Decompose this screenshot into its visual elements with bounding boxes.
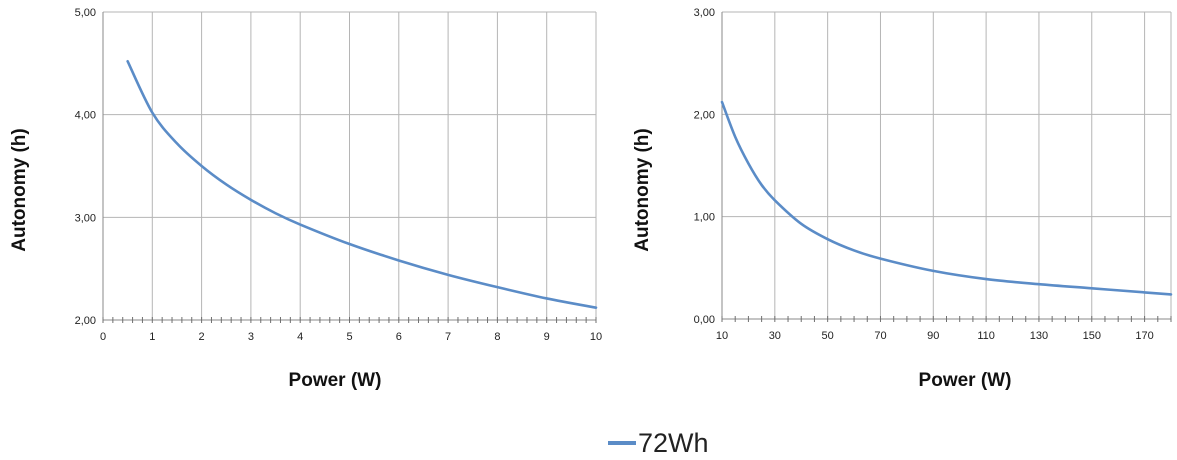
chart-right-series	[720, 100, 1173, 296]
chart-left-y-tick-label: 5,00	[75, 7, 96, 19]
chart-right-x-axis-title: Power (W)	[919, 370, 1012, 391]
chart-left-x-tick-label: 0	[100, 331, 106, 343]
chart-left-x-tick-label: 2	[199, 331, 205, 343]
chart-left-y-axis-title: Autonomy (h)	[9, 128, 30, 251]
chart-right-x-tick-label: 70	[874, 330, 886, 342]
chart-left-gridlines	[102, 11, 597, 321]
chart-left-series-line	[126, 59, 598, 309]
chart-right-x-tick-label: 150	[1083, 330, 1101, 342]
chart-left-x-tick-label: 1	[149, 331, 155, 343]
legend-label: 72Wh	[638, 428, 709, 458]
chart-right-x-tick-label: 90	[927, 330, 939, 342]
chart-right-y-tick-label: 2,00	[694, 109, 715, 121]
chart-right-tick-marks	[721, 316, 1172, 322]
chart-left-x-tick-label: 5	[346, 331, 352, 343]
chart-left-tick-marks	[102, 317, 597, 323]
chart-right-y-tick-label: 3,00	[694, 7, 715, 19]
chart-right-series-line	[720, 100, 1173, 296]
chart-left-y-tick-label: 3,00	[75, 212, 96, 224]
chart-left-y-tick-label: 2,00	[75, 315, 96, 327]
chart-left-y-tick-label: 4,00	[75, 110, 96, 122]
chart-left-x-tick-label: 3	[248, 331, 254, 343]
chart-right-gridlines	[721, 11, 1172, 320]
chart-left: 2,003,004,005,00 0 1 2 3 4 5 6 7 8 9 10 Power (W) …	[9, 7, 602, 391]
chart-left-x-tick-label: 4	[297, 331, 303, 343]
chart-left-x-tick-label: 8	[494, 331, 500, 343]
chart-left-y-tick-labels: 2,00 3,00 4,00 5,00	[75, 7, 96, 327]
chart-right-x-tick-label: 30	[769, 330, 781, 342]
chart-right-x-tick-label: 170	[1135, 330, 1153, 342]
chart-right-y-tick-label: 1,00	[694, 212, 715, 224]
chart-left-x-tick-label: 9	[544, 331, 550, 343]
legend: 72Wh	[608, 428, 709, 458]
chart-right-x-tick-label: 130	[1030, 330, 1048, 342]
chart-right: 0,001,002,003,00 10 30 50 70 90 110 130 150 170 …	[632, 7, 1173, 391]
chart-right-x-tick-labels: 10 30 50 70 90 110 130 150 170	[716, 330, 1154, 342]
chart-right-x-tick-label: 10	[716, 330, 728, 342]
chart-left-x-tick-label: 6	[396, 331, 402, 343]
chart-left-x-tick-label: 10	[590, 331, 602, 343]
chart-right-y-tick-labels: 0,00 1,00 2,00 3,00	[694, 7, 715, 326]
chart-right-x-tick-label: 50	[822, 330, 834, 342]
chart-left-x-tick-labels: 0 1 2 3 4 5 6 7 8 9 10	[100, 331, 602, 343]
chart-right-y-tick-label: 0,00	[694, 314, 715, 326]
chart-left-series	[126, 59, 598, 309]
chart-right-y-axis-title: Autonomy (h)	[632, 128, 653, 251]
chart-right-x-tick-label: 110	[977, 330, 995, 342]
chart-left-x-tick-label: 7	[445, 331, 451, 343]
chart-left-x-axis-title: Power (W)	[289, 370, 382, 391]
